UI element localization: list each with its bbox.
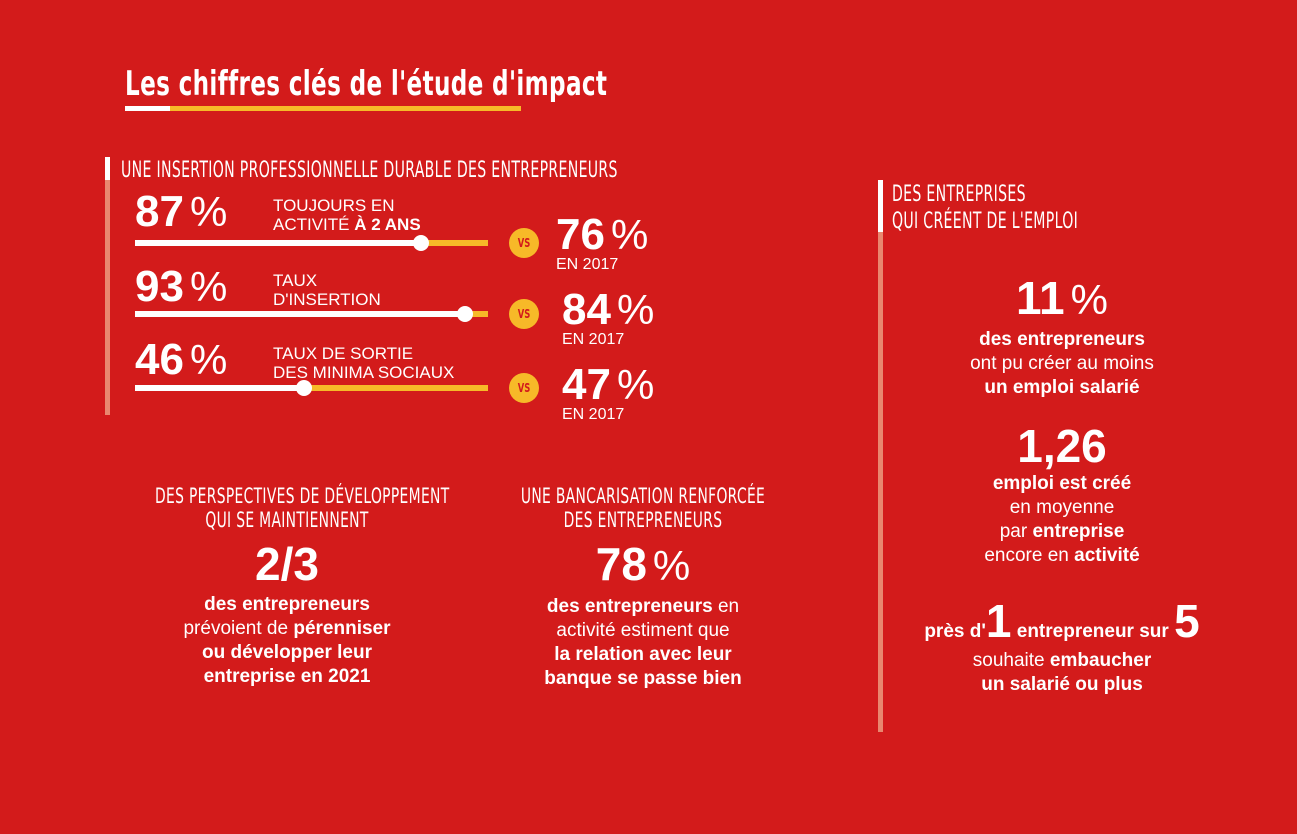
compare-value: 76 <box>556 210 605 259</box>
perspectives-line-4: entreprise en 2021 <box>203 666 371 687</box>
emploi-s3-line-2b: embaucher <box>1049 650 1152 671</box>
progress-fill <box>135 311 466 317</box>
emploi-s1-line-3: un emploi salarié <box>984 377 1140 398</box>
perspectives-block: DES PERSPECTIVES DE DÉVELOPPEMENT QUI SE… <box>87 484 487 689</box>
page-title: Les chiffres clés de l'étude d'impact <box>125 64 608 104</box>
row-label-2a: DES MINIMA SOCIAUX <box>273 363 455 382</box>
emploi-stats: 11% des entrepreneurs ont pu créer au mo… <box>892 274 1232 697</box>
progress-bar <box>135 306 488 322</box>
vs-label: VS <box>517 307 531 321</box>
progress-knob <box>457 306 474 322</box>
perspectives-line-3: ou développer leur <box>202 642 372 663</box>
perspectives-value: 2/3 <box>255 538 319 590</box>
emploi-s2-line-3b: entreprise <box>1032 521 1125 542</box>
compare-year: EN 2017 <box>556 256 619 273</box>
emploi-s3-a: près d' <box>924 621 986 642</box>
bancarisation-pct: % <box>652 542 691 589</box>
section-heading-insertion: UNE INSERTION PROFESSIONNELLE DURABLE DE… <box>121 158 618 183</box>
row-label-1: TOUJOURS EN <box>273 196 395 215</box>
emploi-s1-value: 11 <box>1016 272 1065 324</box>
emploi-s2-line-1: emploi est créé <box>992 473 1132 494</box>
vs-label: VS <box>517 381 531 395</box>
emploi-s2-line-4a: encore en <box>984 545 1075 566</box>
vs-badge: VS <box>509 228 539 258</box>
emploi-s2-value: 1,26 <box>1017 420 1107 472</box>
emploi-s3-b: entrepreneur sur <box>1011 621 1175 642</box>
emploi-s3-line-3: un salarié ou plus <box>981 674 1143 695</box>
bancarisation-line-1a: des entrepreneurs <box>546 596 713 617</box>
compare-year: EN 2017 <box>562 406 625 423</box>
emploi-s2-line-4b: activité <box>1074 545 1140 566</box>
title-underline-white <box>125 106 170 111</box>
bancarisation-line-2: activité estiment que <box>556 620 730 641</box>
perspectives-heading-1: DES PERSPECTIVES DE DÉVELOPPEMENT <box>155 484 450 508</box>
progress-knob <box>296 380 313 396</box>
bancarisation-value: 78 <box>595 538 647 590</box>
emploi-bar <box>878 180 883 732</box>
emploi-heading-2: QUI CRÉENT DE L'EMPLOI <box>892 209 1079 234</box>
compare-value: 84 <box>562 285 611 334</box>
emploi-s3-n2: 5 <box>1174 595 1200 647</box>
vs-badge: VS <box>509 373 539 403</box>
perspectives-line-1: des entrepreneurs <box>204 594 370 615</box>
row-label-1: TAUX DE SORTIE <box>273 344 414 363</box>
emploi-s2-line-2: en moyenne <box>1009 497 1115 518</box>
row-value: 46 <box>135 335 184 384</box>
emploi-s1-pct: % <box>1070 276 1108 323</box>
emploi-heading-1: DES ENTREPRISES <box>892 182 1026 207</box>
progress-fill <box>135 240 421 246</box>
progress-bar <box>135 235 488 251</box>
perspectives-heading-2: QUI SE MAINTIENNENT <box>205 508 369 532</box>
progress-bar <box>135 380 488 396</box>
bancarisation-line-1b: en <box>712 596 740 617</box>
vs-badge: VS <box>509 299 539 329</box>
row-label-2a: ACTIVITÉ <box>273 215 355 234</box>
bancarisation-heading-2: DES ENTREPRENEURS <box>563 508 723 532</box>
row-value: 93 <box>135 262 184 311</box>
row-label-2b: À 2 ANS <box>354 215 421 234</box>
emploi-s2-line-3a: par <box>999 521 1033 542</box>
title-underline-yellow <box>170 106 521 111</box>
bancarisation-block: UNE BANCARISATION RENFORCÉE DES ENTREPRE… <box>443 484 843 691</box>
progress-knob <box>412 235 429 251</box>
emploi-s3-line-2a: souhaite <box>972 650 1050 671</box>
perspectives-line-2a: prévoient de <box>183 618 294 639</box>
progress-fill <box>135 385 305 391</box>
row-label-2a: D'INSERTION <box>273 290 381 309</box>
emploi-s3-n1: 1 <box>985 595 1012 647</box>
compare-pct: % <box>616 361 655 408</box>
compare-value: 47 <box>562 360 611 409</box>
compare-year: EN 2017 <box>562 331 625 348</box>
bancarisation-heading-1: UNE BANCARISATION RENFORCÉE <box>520 484 766 508</box>
row-pct: % <box>189 336 228 383</box>
row-pct: % <box>189 263 228 310</box>
bancarisation-line-4: banque se passe bien <box>544 668 742 689</box>
compare-pct: % <box>616 286 655 333</box>
emploi-s1-line-1: des entrepreneurs <box>979 329 1145 350</box>
compare-pct: % <box>610 211 649 258</box>
row-value: 87 <box>135 187 184 236</box>
emploi-s1-line-2: ont pu créer au moins <box>970 353 1154 374</box>
bancarisation-line-3: la relation avec leur <box>554 644 732 665</box>
row-label-1: TAUX <box>273 271 318 290</box>
row-pct: % <box>189 188 228 235</box>
vs-label: VS <box>517 236 531 250</box>
section-bar <box>105 157 110 415</box>
emploi-heading: DES ENTREPRISES QUI CRÉENT DE L'EMPLOI <box>892 181 1078 235</box>
perspectives-line-2b: pérenniser <box>293 618 391 639</box>
